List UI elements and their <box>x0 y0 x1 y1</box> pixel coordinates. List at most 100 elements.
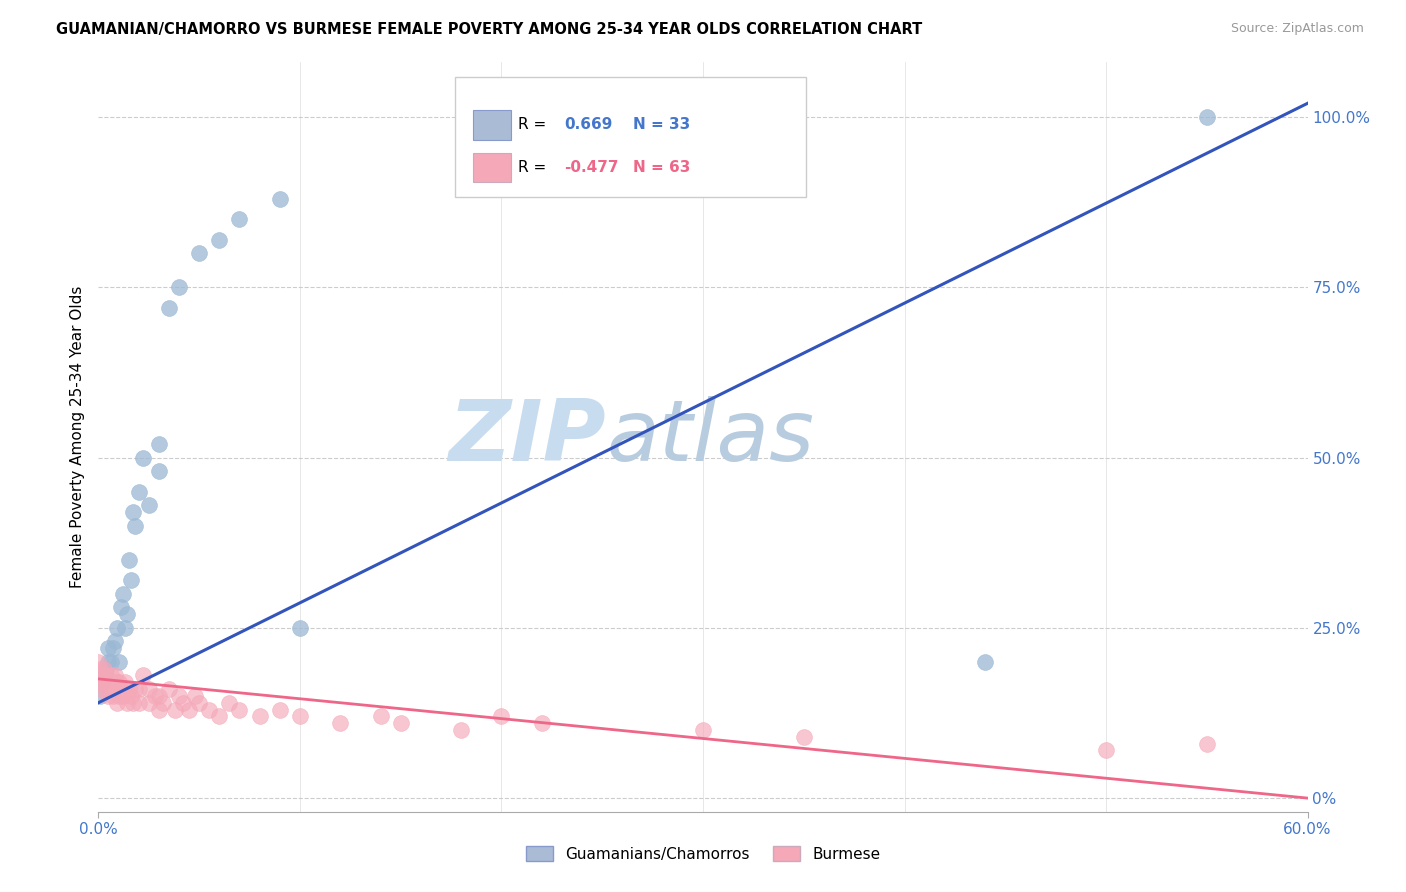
Point <box>96 668 118 682</box>
Point <box>179 702 201 716</box>
Point <box>157 301 180 315</box>
Point <box>121 505 143 519</box>
Point <box>208 233 231 247</box>
Point <box>100 668 122 682</box>
Point <box>120 573 142 587</box>
Y-axis label: Female Poverty Among 25-34 Year Olds: Female Poverty Among 25-34 Year Olds <box>69 286 84 588</box>
Text: N = 63: N = 63 <box>633 160 690 175</box>
Point <box>97 655 120 669</box>
Point <box>288 709 311 723</box>
Point <box>97 675 120 690</box>
Point <box>167 689 190 703</box>
Point <box>148 437 170 451</box>
Point <box>1195 737 1218 751</box>
Point <box>89 662 111 676</box>
Text: GUAMANIAN/CHAMORRO VS BURMESE FEMALE POVERTY AMONG 25-34 YEAR OLDS CORRELATION C: GUAMANIAN/CHAMORRO VS BURMESE FEMALE POV… <box>56 22 922 37</box>
Point <box>148 464 170 478</box>
Text: R =: R = <box>517 117 551 132</box>
Point <box>148 702 170 716</box>
Point <box>172 696 194 710</box>
FancyBboxPatch shape <box>474 111 510 140</box>
Text: atlas: atlas <box>606 395 814 479</box>
Point <box>93 668 115 682</box>
Point <box>198 702 221 716</box>
Point <box>118 552 141 566</box>
Point <box>167 280 190 294</box>
Point <box>163 702 186 716</box>
Point <box>152 696 174 710</box>
Point <box>115 696 138 710</box>
Point <box>97 689 120 703</box>
Point <box>93 662 115 676</box>
Legend: Guamanians/Chamorros, Burmese: Guamanians/Chamorros, Burmese <box>519 839 887 868</box>
Point <box>100 655 122 669</box>
Point <box>692 723 714 737</box>
Text: R =: R = <box>517 160 551 175</box>
Point <box>138 682 160 697</box>
Point <box>450 723 472 737</box>
Point <box>389 716 412 731</box>
Point <box>107 689 129 703</box>
Point <box>105 621 128 635</box>
Point <box>110 682 132 697</box>
Point <box>91 682 114 697</box>
Text: Source: ZipAtlas.com: Source: ZipAtlas.com <box>1230 22 1364 36</box>
Point <box>115 607 138 622</box>
Point <box>124 518 146 533</box>
Point <box>110 600 132 615</box>
Point <box>228 212 250 227</box>
Point <box>269 192 291 206</box>
Point <box>138 498 160 512</box>
Point <box>103 682 125 697</box>
Point <box>101 689 124 703</box>
FancyBboxPatch shape <box>456 78 806 197</box>
Point <box>96 682 118 697</box>
Point <box>132 668 155 682</box>
Point <box>1195 110 1218 124</box>
FancyBboxPatch shape <box>474 153 510 182</box>
Point <box>87 668 110 682</box>
Point <box>103 668 125 682</box>
Point <box>91 668 114 682</box>
Point <box>89 675 111 690</box>
Point <box>329 716 352 731</box>
Point <box>89 689 111 703</box>
Text: N = 33: N = 33 <box>633 117 690 132</box>
Point <box>111 689 134 703</box>
Point <box>249 709 271 723</box>
Text: 0.669: 0.669 <box>564 117 613 132</box>
Point <box>208 709 231 723</box>
Point <box>91 675 114 690</box>
Point <box>530 716 553 731</box>
Point <box>97 641 120 656</box>
Point <box>114 675 136 690</box>
Point <box>148 689 170 703</box>
Point <box>974 655 997 669</box>
Point <box>138 696 160 710</box>
Point <box>157 682 180 697</box>
Point <box>93 675 115 690</box>
Point <box>105 696 128 710</box>
Text: ZIP: ZIP <box>449 395 606 479</box>
Point <box>114 621 136 635</box>
Point <box>1095 743 1118 757</box>
Point <box>124 682 146 697</box>
Point <box>118 682 141 697</box>
Point <box>96 662 118 676</box>
Point <box>103 634 125 648</box>
Point <box>793 730 815 744</box>
Point <box>120 689 142 703</box>
Point <box>184 689 207 703</box>
Point <box>132 450 155 465</box>
Point <box>111 587 134 601</box>
Point <box>100 682 122 697</box>
Point <box>87 655 110 669</box>
Point <box>143 689 166 703</box>
Point <box>105 675 128 690</box>
Point <box>107 655 129 669</box>
Point <box>491 709 513 723</box>
Point <box>128 484 150 499</box>
Point <box>288 621 311 635</box>
Text: -0.477: -0.477 <box>564 160 619 175</box>
Point <box>107 675 129 690</box>
